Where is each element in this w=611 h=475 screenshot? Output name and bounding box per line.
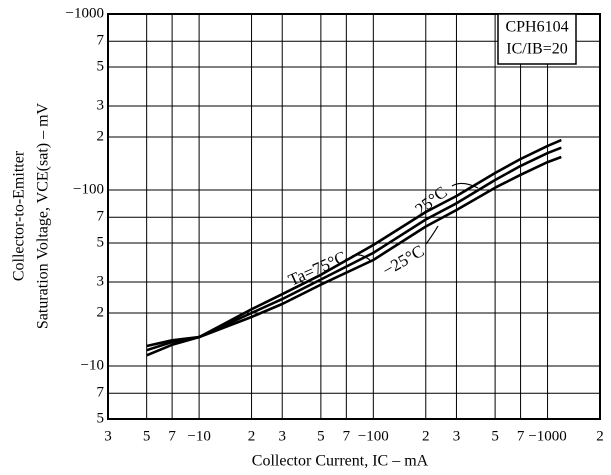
y-axis-title: Saturation Voltage, VCE(sat) – mV (35, 102, 52, 329)
x-tick-label: −1000 (528, 428, 566, 444)
y-tick-label: 5 (97, 234, 105, 250)
arrow (425, 225, 439, 245)
y-tick-label: 2 (97, 128, 105, 144)
y-tick-label: 7 (97, 33, 105, 49)
plot-frame (107, 13, 601, 420)
x-tick-label: 3 (104, 428, 112, 444)
x-tick-label: 7 (343, 428, 351, 444)
x-axis-title: Collector Current, IC – mA (252, 453, 429, 470)
x-tick-label: −100 (358, 428, 389, 444)
box-title: CPH6104 (505, 19, 568, 36)
x-tick-label: 3 (453, 428, 461, 444)
condition-box (497, 13, 577, 65)
x-tick-label: 5 (143, 428, 151, 444)
y-tick-label: 7 (97, 385, 105, 401)
y-tick-label: 5 (97, 410, 105, 426)
y-tick-label: −100 (73, 181, 104, 197)
y-tick-label: 7 (97, 209, 105, 225)
x-tick-label: 7 (168, 428, 176, 444)
x-tick-label: 2 (422, 428, 430, 444)
x-tick-label: 5 (317, 428, 325, 444)
y-tick-label: 3 (97, 273, 105, 289)
y-axis-title: Collector-to-Emitter (11, 150, 28, 281)
arrow (451, 182, 479, 189)
y-tick-label: −10 (81, 357, 104, 373)
x-tick-label: 5 (491, 428, 499, 444)
x-tick-label: −10 (187, 428, 210, 444)
y-tick-label: 2 (97, 304, 105, 320)
x-tick-label: 2 (248, 428, 256, 444)
box-condition: IC/IB=20 (506, 41, 567, 58)
series-line (146, 146, 562, 352)
y-tick-label: 3 (97, 97, 105, 113)
x-tick-label: 2 (596, 428, 604, 444)
x-tick-label: 7 (517, 428, 525, 444)
series-line (146, 155, 562, 348)
y-tick-label: 5 (97, 58, 105, 74)
series-label: −25°C (379, 241, 427, 280)
y-tick-label: −1000 (66, 5, 104, 21)
x-tick-label: 3 (278, 428, 286, 444)
series-line (146, 138, 562, 357)
